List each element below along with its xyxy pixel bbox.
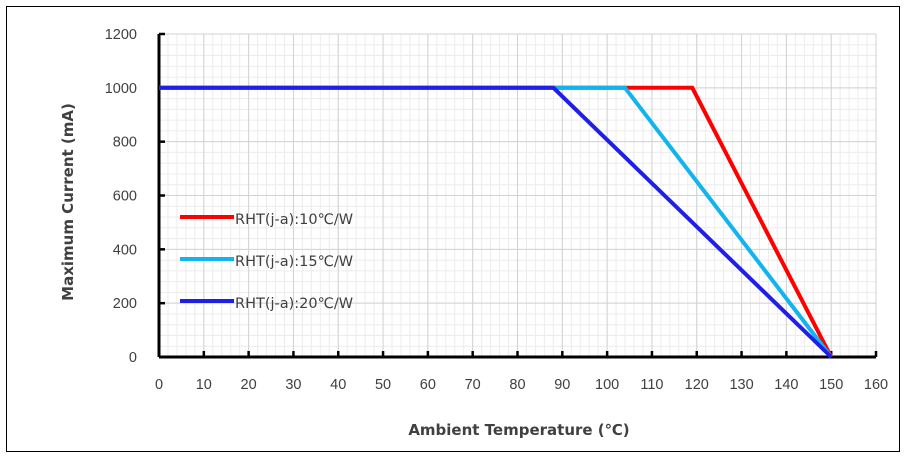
x-axis-title: Ambient Temperature (℃) (408, 421, 629, 439)
x-tick-label: 80 (509, 377, 525, 393)
x-tick-label: 50 (375, 377, 391, 393)
chart-frame: 0 10 20 30 40 50 60 70 80 90 100 110 120 130 140 150 160… (6, 6, 900, 452)
legend-label-1: RHT(j-a):10℃/W (235, 212, 353, 228)
y-tick-label: 1200 (105, 27, 137, 43)
series-lines (159, 85, 833, 359)
x-tick-label: 90 (554, 377, 570, 393)
x-tick-label: 70 (465, 377, 481, 393)
x-tick-label: 150 (819, 377, 843, 393)
y-tick-label: 1000 (105, 81, 137, 97)
tick-labels: 0 10 20 30 40 50 60 70 80 90 100 110 120 130 140 150 160… (105, 27, 888, 393)
y-tick-label: 200 (113, 296, 137, 312)
legend: RHT(j-a):10℃/W RHT(j-a):15℃/W RHT(j-a):20℃… (180, 212, 353, 312)
x-tick-label: 20 (241, 377, 257, 393)
x-tick-label: 0 (155, 377, 163, 393)
y-tick-label: 800 (113, 135, 137, 151)
series-line-3 (159, 85, 833, 359)
y-tick-label: 600 (113, 189, 137, 205)
x-tick-label: 30 (285, 377, 301, 393)
x-tick-label: 130 (729, 377, 753, 393)
x-tick-label: 110 (640, 377, 663, 393)
legend-label-3: RHT(j-a):20℃/W (235, 296, 353, 312)
x-tick-label: 100 (595, 377, 619, 393)
x-tick-label: 40 (330, 377, 346, 393)
axes (157, 32, 878, 359)
x-tick-label: 120 (685, 377, 709, 393)
y-tick-label: 0 (129, 350, 137, 366)
x-tick-label: 60 (420, 377, 436, 393)
y-axis-title: Maximum Current (mA) (59, 103, 77, 301)
x-tick-label: 10 (196, 377, 212, 393)
x-tick-label: 160 (864, 377, 888, 393)
line-chart: 0 10 20 30 40 50 60 70 80 90 100 110 120 130 140 150 160… (59, 27, 888, 439)
legend-label-2: RHT(j-a):15℃/W (235, 254, 353, 270)
x-tick-label: 140 (774, 377, 798, 393)
y-tick-label: 400 (113, 242, 137, 258)
